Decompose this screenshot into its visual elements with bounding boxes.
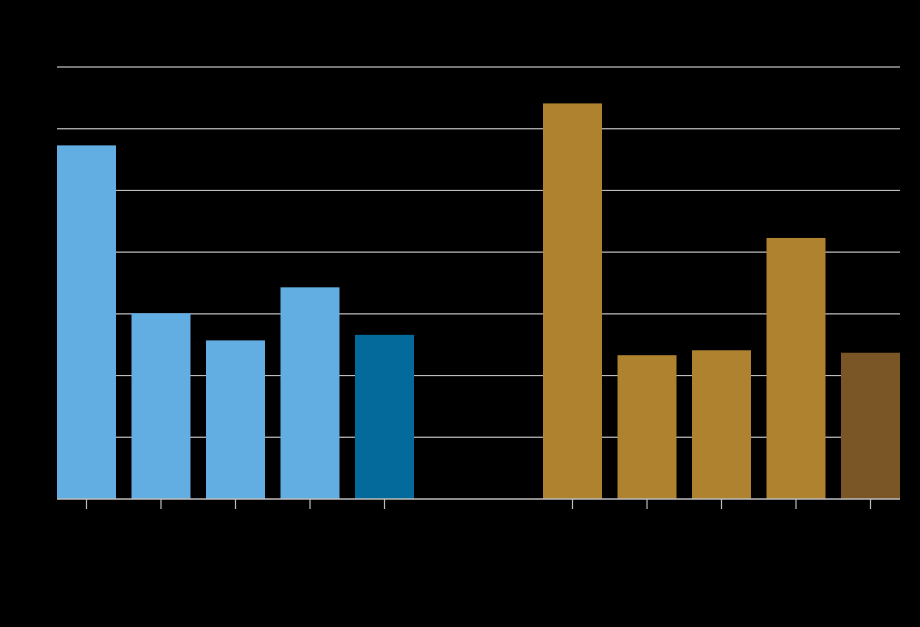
bar	[841, 352, 900, 499]
gridlines	[57, 66, 900, 438]
bars	[57, 103, 900, 499]
bar	[206, 340, 265, 499]
bar	[766, 237, 826, 499]
bar	[131, 313, 191, 499]
bar	[280, 287, 340, 499]
bar	[543, 103, 602, 499]
bar	[617, 355, 677, 499]
bar	[692, 350, 751, 499]
bar	[57, 145, 116, 499]
x-axis	[57, 498, 900, 509]
bar	[355, 334, 414, 499]
